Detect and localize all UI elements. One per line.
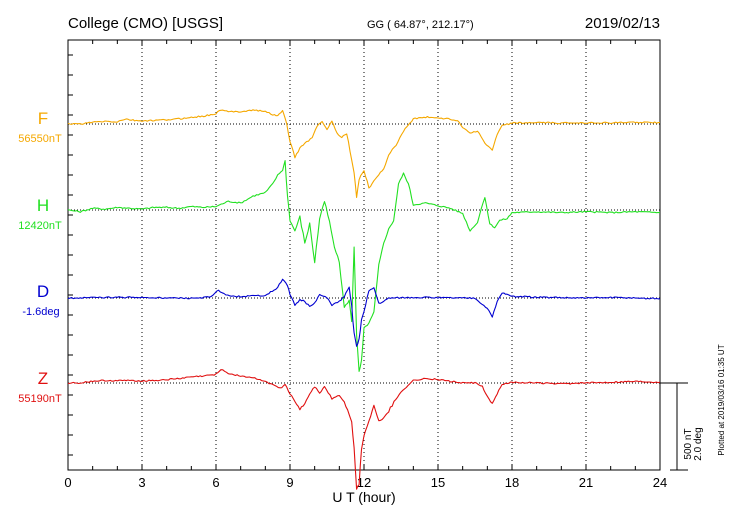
- frame-ticks: [68, 40, 636, 470]
- x-axis-label: U T (hour): [332, 489, 395, 505]
- x-tick-label: 6: [212, 475, 219, 490]
- channel-label-f: F: [38, 109, 48, 128]
- scale-bar-deg: 2.0 deg: [693, 427, 704, 460]
- geographic-coords: GG ( 64.87°, 212.17°): [367, 19, 474, 31]
- channel-label-d: D: [37, 282, 49, 301]
- channel-baseline-f: 56550nT: [18, 133, 62, 145]
- x-tick-label: 24: [653, 475, 667, 490]
- x-tick-labels: 0 3 6 9 12 15 18 21 24: [64, 475, 667, 490]
- series-line-f: [67, 109, 661, 198]
- grid: [141, 40, 587, 470]
- x-tick-label: 9: [286, 475, 293, 490]
- channel-baseline-h: 12420nT: [18, 220, 62, 232]
- scale-bar-nt: 500 nT: [683, 428, 694, 459]
- x-tick-label: 0: [64, 475, 71, 490]
- station-title: College (CMO) [USGS]: [68, 15, 223, 32]
- plotted-note: Plotted at 2019/03/16 01:35 UT: [717, 344, 726, 455]
- series-line-d: [67, 278, 661, 347]
- channel-baseline-d: -1.6deg: [22, 306, 59, 318]
- x-tick-label: 15: [431, 475, 445, 490]
- series-line-h: [67, 160, 661, 372]
- x-tick-label: 21: [579, 475, 593, 490]
- x-tick-label: 3: [138, 475, 145, 490]
- scale-bar: [660, 382, 688, 471]
- series-lines: [67, 109, 661, 490]
- channel-label-z: Z: [38, 369, 48, 388]
- channel-baseline-z: 55190nT: [18, 393, 62, 405]
- channel-label-h: H: [37, 196, 49, 215]
- x-tick-label: 12: [357, 475, 371, 490]
- x-tick-label: 18: [505, 475, 519, 490]
- plot-date: 2019/02/13: [585, 15, 660, 32]
- series-line-z: [67, 369, 661, 490]
